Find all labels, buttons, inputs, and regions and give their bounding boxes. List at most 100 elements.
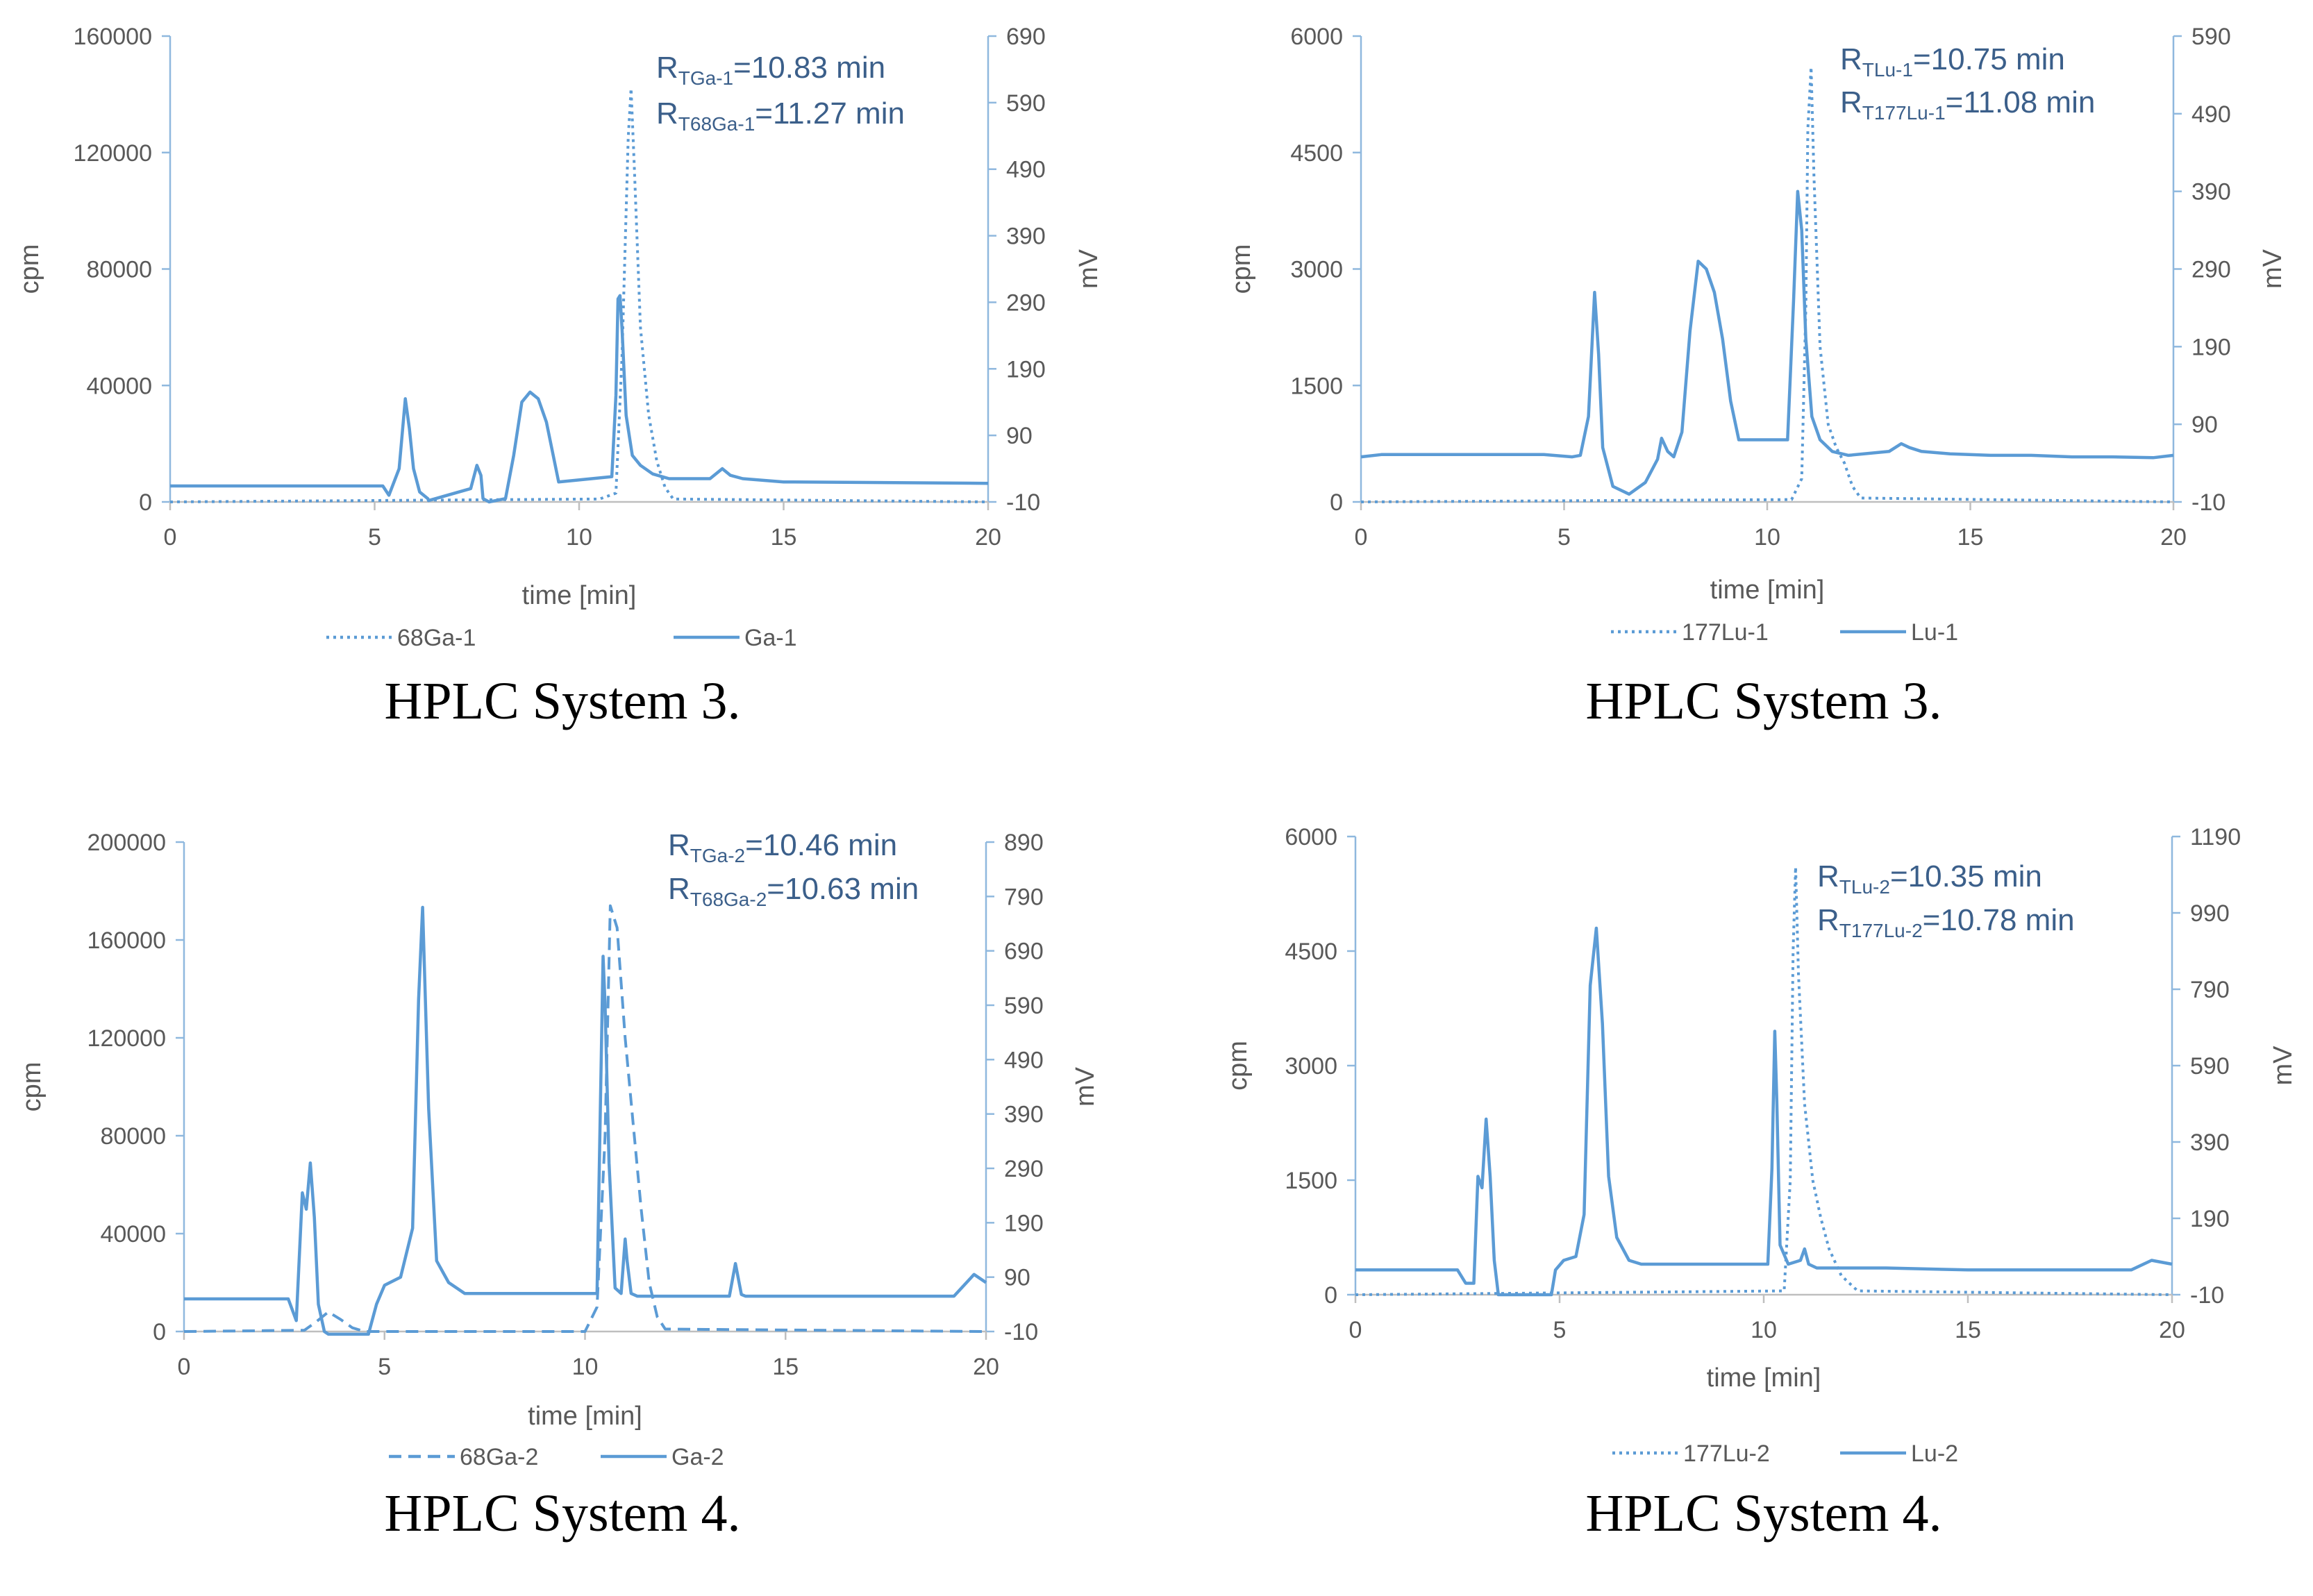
- annotation-value: =10.63 min: [767, 872, 919, 906]
- y2-tick-label: -10: [2190, 1282, 2224, 1309]
- y-tick-label: 4500: [1290, 140, 1343, 167]
- x-tick-label: 20: [975, 524, 1001, 551]
- annotation-value: =11.27 min: [755, 96, 905, 131]
- y-tick-label: 0: [153, 1319, 166, 1345]
- retention-time-annotation: RT68Ga-1=11.27 min: [656, 96, 905, 135]
- y2-tick-label: 590: [2191, 24, 2231, 50]
- x-tick-label: 10: [1751, 1317, 1777, 1343]
- annotation-subscript: TLu-2: [1839, 876, 1890, 898]
- y-axis-label: cpm: [1227, 244, 1256, 294]
- x-tick-label: 15: [772, 1354, 799, 1380]
- y-axis-label: cpm: [17, 1062, 47, 1112]
- y2-tick-label: 490: [1004, 1047, 1044, 1073]
- x-tick-label: 15: [1957, 524, 1984, 551]
- y2-tick-label: 490: [1006, 157, 1046, 183]
- annotation-main: R: [668, 872, 690, 906]
- y-tick-label: 80000: [86, 257, 152, 283]
- y2-tick-label: 990: [2190, 900, 2230, 927]
- retention-time-annotation: RTLu-2=10.35 min: [1817, 859, 2042, 898]
- annotation-main: R: [1840, 85, 1862, 119]
- y2-tick-label: 690: [1006, 24, 1046, 50]
- y2-tick-label: -10: [2191, 489, 2226, 516]
- series-line-68Ga-1: [169, 87, 989, 503]
- y2-tick-label: 790: [2190, 977, 2230, 1003]
- retention-time-annotation: RT68Ga-2=10.63 min: [668, 872, 919, 910]
- y2-tick-label: 190: [2191, 334, 2231, 360]
- y2-tick-label: 390: [2190, 1129, 2230, 1156]
- x-axis-label: time [min]: [1710, 576, 1825, 605]
- legend-entry: Lu-2: [1911, 1440, 1958, 1467]
- annotation-main: R: [1817, 903, 1839, 937]
- series-line-Ga-2: [184, 905, 987, 1336]
- y-tick-label: 120000: [87, 1025, 166, 1052]
- legend-entry: 177Lu-1: [1682, 619, 1769, 646]
- retention-time-annotation: RT177Lu-2=10.78 min: [1817, 903, 2075, 941]
- x-axis-label: time [min]: [1707, 1363, 1821, 1393]
- annotation-subscript: T68Ga-2: [690, 889, 767, 910]
- y-tick-label: 40000: [86, 373, 152, 399]
- y2-tick-label: 390: [1004, 1102, 1044, 1128]
- y2-tick-label: 390: [2191, 179, 2231, 205]
- y-tick-label: 0: [139, 489, 152, 516]
- annotation-main: R: [656, 96, 678, 131]
- x-tick-label: 5: [368, 524, 381, 551]
- series-line-Lu-2: [1355, 926, 2173, 1297]
- legend-entry: Ga-1: [744, 625, 797, 651]
- y-tick-label: 6000: [1285, 824, 1337, 850]
- x-axis-label: time [min]: [528, 1402, 642, 1431]
- panel-caption: HPLC System 4.: [1585, 1484, 1942, 1543]
- annotation-value: =10.75 min: [1913, 42, 2065, 76]
- annotation-subscript: T177Lu-1: [1862, 102, 1946, 124]
- x-tick-label: 10: [572, 1354, 599, 1380]
- series-line-177Lu-1: [1360, 65, 2174, 503]
- y2-tick-label: 790: [1004, 884, 1044, 910]
- x-tick-label: 20: [2160, 524, 2187, 551]
- y-tick-label: 6000: [1290, 24, 1343, 50]
- y2-tick-label: 590: [1006, 90, 1046, 117]
- annotation-value: =11.08 min: [1946, 85, 2096, 119]
- y2-axis-label: mV: [1071, 1066, 1100, 1107]
- x-tick-label: 0: [164, 524, 177, 551]
- annotation-main: R: [656, 51, 678, 85]
- legend-entry: 68Ga-1: [397, 625, 476, 651]
- y2-tick-label: 1190: [2190, 824, 2241, 850]
- y-tick-label: 0: [1330, 489, 1343, 516]
- panel-caption: HPLC System 3.: [384, 672, 740, 730]
- x-tick-label: 20: [2159, 1317, 2185, 1343]
- x-tick-label: 10: [1754, 524, 1780, 551]
- series-line-Lu-1: [1360, 190, 2174, 496]
- y-tick-label: 160000: [87, 927, 166, 954]
- annotation-subscript: T177Lu-2: [1839, 920, 1923, 941]
- annotation-subscript: T68Ga-1: [678, 113, 755, 135]
- x-tick-label: 5: [1558, 524, 1571, 551]
- annotation-main: R: [1840, 42, 1862, 76]
- y2-tick-label: 90: [1004, 1265, 1030, 1291]
- y-tick-label: 1500: [1290, 373, 1343, 399]
- y2-tick-label: 290: [1006, 289, 1046, 316]
- legend-entry: 68Ga-2: [460, 1444, 538, 1470]
- x-tick-label: 15: [771, 524, 797, 551]
- y2-axis-label: mV: [2269, 1045, 2298, 1086]
- annotation-value: =10.78 min: [1923, 903, 2075, 937]
- y-axis-label: cpm: [15, 244, 44, 294]
- y2-tick-label: 290: [1004, 1156, 1044, 1182]
- y2-axis-label: mV: [1074, 249, 1103, 289]
- chart-panel-1: 0 40000 80000 120000 160000 -10 90 190 290 390 490…: [15, 24, 1103, 730]
- chart-panel-3: 0 40000 80000 120000 160000 200000 -10 90 190 290…: [17, 828, 1100, 1543]
- x-tick-label: 15: [1955, 1317, 1981, 1343]
- y2-tick-label: -10: [1004, 1319, 1038, 1345]
- y2-tick-label: 190: [2190, 1206, 2230, 1232]
- y2-tick-label: 190: [1006, 356, 1046, 383]
- y2-tick-label: 290: [2191, 257, 2231, 283]
- panel-caption: HPLC System 4.: [384, 1484, 740, 1543]
- y-tick-label: 200000: [87, 830, 166, 856]
- x-tick-label: 20: [973, 1354, 999, 1380]
- y2-tick-label: 90: [2191, 412, 2218, 438]
- annotation-value: =10.46 min: [745, 828, 897, 862]
- series-line-Ga-1: [170, 294, 989, 504]
- y-tick-label: 4500: [1285, 939, 1337, 965]
- legend-entry: Lu-1: [1911, 619, 1958, 646]
- x-tick-label: 10: [566, 524, 592, 551]
- y2-tick-label: 590: [1004, 993, 1044, 1019]
